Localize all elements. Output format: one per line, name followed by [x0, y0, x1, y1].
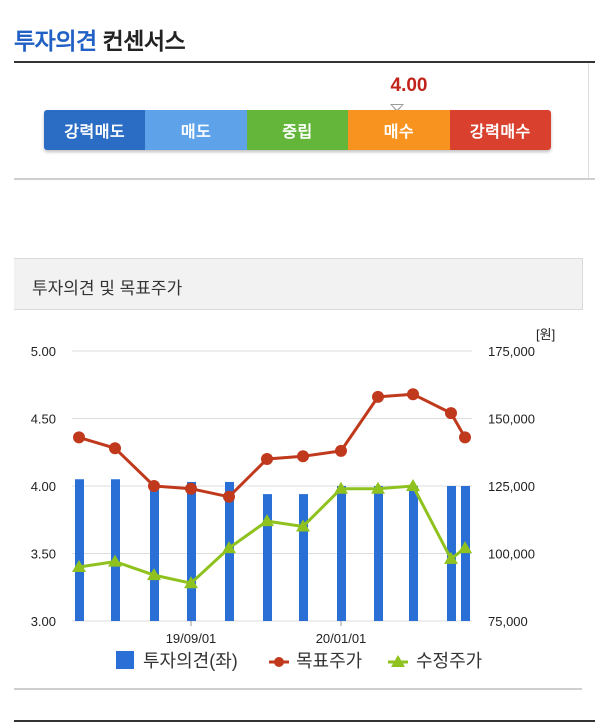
opinion-bar [374, 486, 383, 621]
opinion-bar [263, 494, 272, 621]
target-price-point [261, 453, 273, 465]
consensus-marker-icon [390, 104, 404, 112]
adjusted-price-point [406, 479, 420, 491]
consensus-level-2: 매도 [145, 110, 247, 150]
panel-title: 투자의견 및 목표주가 [32, 279, 183, 298]
title-consensus: 컨센서스 [102, 28, 186, 54]
opinion-bar [299, 494, 308, 621]
adjusted-price-point [222, 541, 236, 554]
header-divider [14, 61, 595, 63]
right-tick-label: 150,000 [488, 412, 535, 427]
adjusted-price-point [371, 481, 385, 494]
left-tick-label: 4.00 [31, 479, 56, 494]
right-tick-label: 100,000 [488, 547, 535, 562]
target-price-point [223, 490, 235, 503]
opinion-target-price-chart: 3.00 3.50 4.00 4.50 5.00 75,000 100,000 125,000… [31, 327, 556, 671]
target-price-point [459, 431, 471, 444]
adjusted-price-point [444, 551, 458, 564]
consensus-value: 4.00 [390, 75, 428, 96]
target-price-point [148, 480, 160, 492]
consensus-level-4: 매수 [348, 110, 450, 150]
target-price-point [445, 407, 457, 420]
consensus-level-1: 강력매도 [44, 110, 146, 150]
x-tick-label: 20/01/01 [316, 631, 367, 646]
opinion-bar [461, 486, 470, 621]
legend-adjusted-marker [391, 655, 405, 667]
consensus-level-5: 강력매수 [449, 110, 551, 150]
target-price-point [407, 388, 419, 401]
chart-panel-header: 투자의견 및 목표주가 [14, 258, 582, 310]
right-tick-label: 175,000 [488, 344, 535, 359]
page-title: 투자의견 컨센서스 [14, 22, 186, 56]
consensus-scale: 강력매도 매도 중립 매수 강력매수 [44, 110, 551, 150]
target-price-point [297, 450, 309, 463]
panel-edge [588, 63, 589, 180]
adjusted-price-point [184, 576, 198, 589]
opinion-bar [187, 481, 196, 621]
opinion-bar [150, 486, 159, 621]
opinion-bar [111, 479, 120, 621]
target-price-point [335, 444, 347, 457]
target-price-point [185, 482, 197, 495]
legend-label: 투자의견(좌) [143, 651, 238, 671]
adjusted-price-point [458, 541, 472, 554]
panel-right-edge [582, 258, 595, 310]
opinion-bar [409, 486, 418, 621]
adjusted-price-point [296, 519, 310, 532]
left-tick-label: 5.00 [31, 344, 56, 359]
chart-bottom-divider [14, 688, 582, 690]
adjusted-price-point [108, 554, 122, 567]
left-tick-label: 3.00 [31, 614, 56, 629]
unit-label: [원] [536, 327, 555, 342]
legend-bar-swatch [116, 651, 134, 669]
section-divider [14, 178, 595, 180]
right-tick-label: 125,000 [488, 479, 535, 494]
adjusted-price-point [147, 568, 161, 581]
adjusted-price-point [260, 514, 274, 527]
opinion-bar [75, 479, 84, 621]
target-price-point [372, 390, 384, 403]
legend-label: 수정주가 [416, 651, 482, 671]
page-bottom-divider [14, 720, 595, 722]
title-opinion: 투자의견 [14, 28, 97, 54]
target-price-point [73, 431, 85, 444]
consensus-level-3: 중립 [246, 110, 349, 150]
x-tick-label: 19/09/01 [166, 631, 217, 646]
adjusted-price-point [334, 481, 348, 494]
legend-label: 목표주가 [296, 651, 362, 671]
opinion-bar [337, 486, 346, 621]
adjusted-price-point [72, 560, 86, 572]
series-line [78, 392, 467, 499]
target-price-point [109, 442, 121, 455]
series-line [78, 484, 466, 585]
left-tick-label: 3.50 [31, 547, 56, 562]
legend-target-marker [274, 657, 284, 667]
left-tick-label: 4.50 [31, 412, 56, 427]
right-tick-label: 75,000 [488, 614, 528, 629]
